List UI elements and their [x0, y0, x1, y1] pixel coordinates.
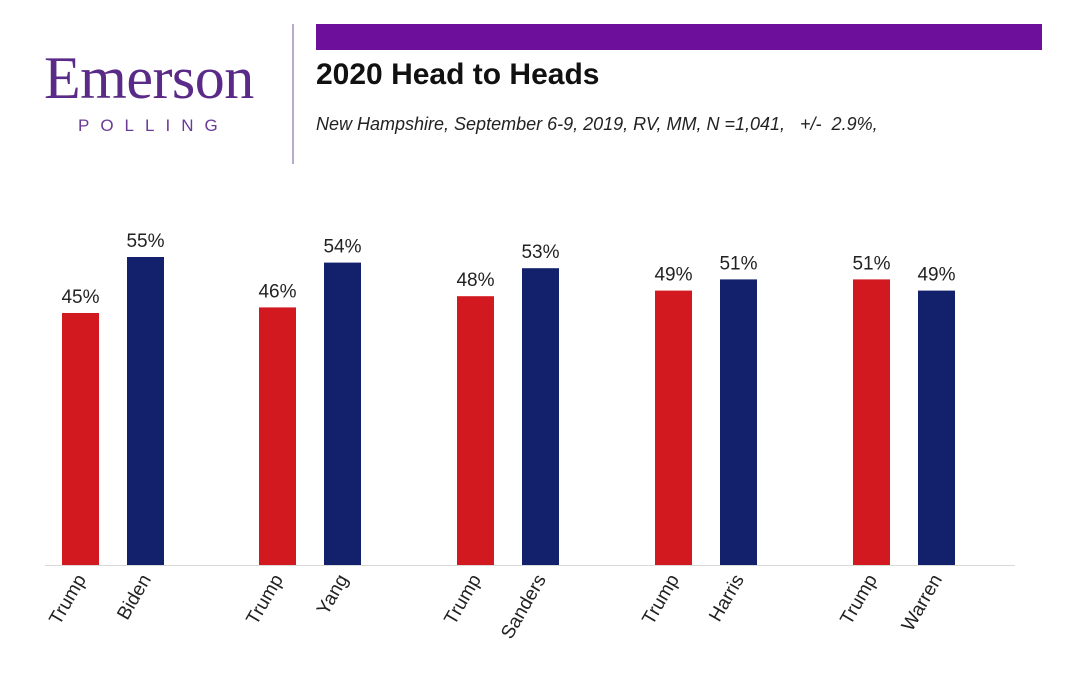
data-label: 51%: [852, 253, 890, 274]
category-label: Yang: [313, 571, 353, 619]
title-accent-bar: [316, 24, 1042, 50]
bar-trump-group-1: [62, 313, 99, 565]
bar-trump-group-3: [457, 296, 494, 565]
category-label: Trump: [639, 571, 684, 628]
bar-warren-group-5: [918, 290, 955, 565]
chart-title: 2020 Head to Heads: [316, 58, 600, 91]
category-label: Trump: [441, 571, 486, 628]
data-label: 49%: [654, 265, 692, 286]
bar-trump-group-2: [259, 307, 296, 565]
bar-yang-group-2: [324, 262, 361, 565]
data-label: 55%: [126, 231, 164, 252]
bar-trump-group-4: [655, 290, 692, 565]
bar-trump-group-5: [853, 279, 890, 565]
polling-logo-subtext: POLLING: [78, 116, 229, 135]
category-label: Biden: [113, 571, 155, 624]
category-label: Trump: [243, 571, 288, 628]
data-label: 48%: [456, 270, 494, 291]
bar-sanders-group-3: [522, 268, 559, 565]
category-label: Sanders: [497, 571, 551, 643]
category-label: Trump: [837, 571, 882, 628]
emerson-logo-wordmark: Emerson: [44, 45, 254, 111]
category-label: Harris: [705, 571, 749, 625]
data-label: 51%: [719, 253, 757, 274]
bar-harris-group-4: [720, 279, 757, 565]
category-label: Warren: [898, 571, 947, 635]
bar-biden-group-1: [127, 257, 164, 565]
category-label: Trump: [46, 571, 91, 628]
data-label: 49%: [917, 265, 955, 286]
header-divider: [292, 24, 294, 164]
data-label: 45%: [61, 287, 99, 308]
data-label: 46%: [258, 281, 296, 302]
data-label: 53%: [521, 242, 559, 263]
data-label: 54%: [323, 237, 361, 258]
chart-subtitle: New Hampshire, September 6-9, 2019, RV, …: [316, 114, 878, 134]
